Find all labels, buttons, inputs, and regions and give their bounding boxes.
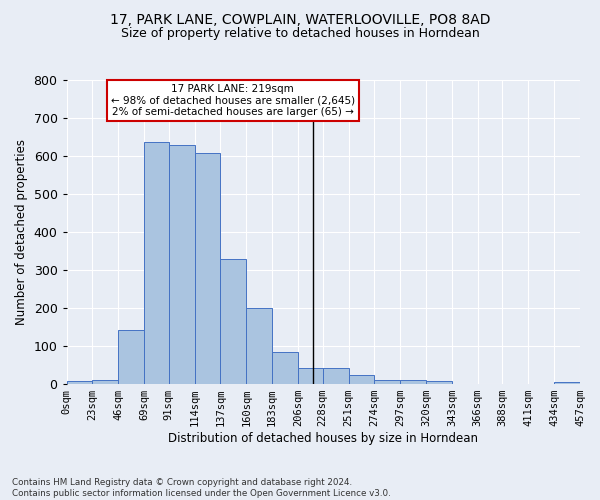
Bar bbox=[349, 374, 374, 384]
Y-axis label: Number of detached properties: Number of detached properties bbox=[15, 139, 28, 325]
Bar bbox=[92, 380, 118, 384]
X-axis label: Distribution of detached houses by size in Horndean: Distribution of detached houses by size … bbox=[168, 432, 478, 445]
Bar bbox=[194, 153, 220, 384]
Bar bbox=[323, 368, 349, 384]
Text: 17 PARK LANE: 219sqm
← 98% of detached houses are smaller (2,645)
2% of semi-det: 17 PARK LANE: 219sqm ← 98% of detached h… bbox=[111, 84, 355, 117]
Bar bbox=[67, 382, 92, 384]
Bar bbox=[272, 352, 298, 384]
Bar bbox=[220, 258, 247, 384]
Bar bbox=[247, 308, 272, 384]
Bar bbox=[144, 142, 169, 384]
Text: 17, PARK LANE, COWPLAIN, WATERLOOVILLE, PO8 8AD: 17, PARK LANE, COWPLAIN, WATERLOOVILLE, … bbox=[110, 12, 490, 26]
Bar bbox=[400, 380, 426, 384]
Bar bbox=[118, 330, 144, 384]
Text: Size of property relative to detached houses in Horndean: Size of property relative to detached ho… bbox=[121, 28, 479, 40]
Bar bbox=[426, 381, 452, 384]
Bar bbox=[374, 380, 400, 384]
Bar bbox=[169, 144, 194, 384]
Bar bbox=[554, 382, 580, 384]
Bar bbox=[298, 368, 323, 384]
Text: Contains HM Land Registry data © Crown copyright and database right 2024.
Contai: Contains HM Land Registry data © Crown c… bbox=[12, 478, 391, 498]
